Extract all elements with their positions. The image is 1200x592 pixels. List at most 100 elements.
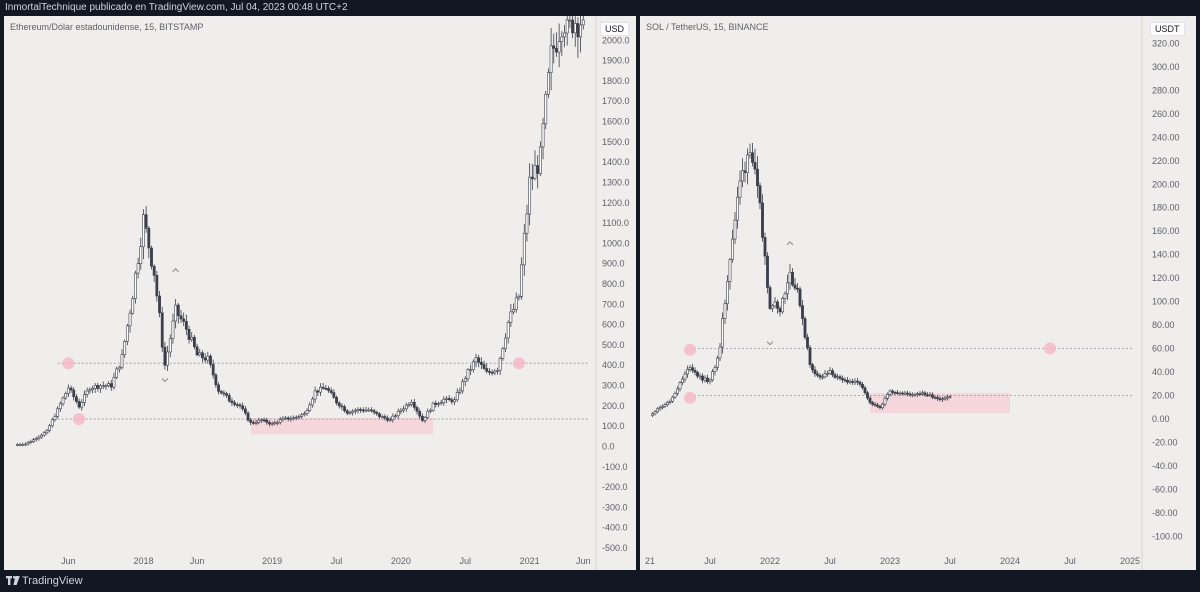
eth-candle[interactable] xyxy=(96,382,100,392)
sol-candle[interactable] xyxy=(773,296,777,309)
sol-candle[interactable] xyxy=(711,369,714,382)
eth-candle[interactable] xyxy=(211,359,215,379)
eth-candle[interactable] xyxy=(42,431,46,437)
eth-unit-badge[interactable]: USD xyxy=(600,22,630,36)
eth-candle[interactable] xyxy=(243,405,247,416)
eth-candle[interactable] xyxy=(176,302,180,324)
eth-candle[interactable] xyxy=(423,415,427,424)
eth-candle[interactable] xyxy=(227,392,231,403)
eth-candle[interactable] xyxy=(493,368,497,376)
eth-candle[interactable] xyxy=(182,312,186,327)
eth-candle[interactable] xyxy=(412,398,416,411)
sol-candle[interactable] xyxy=(921,390,924,396)
eth-candle[interactable] xyxy=(426,408,430,420)
eth-candle[interactable] xyxy=(332,389,336,399)
eth-candle[interactable] xyxy=(563,24,566,48)
eth-candle[interactable] xyxy=(407,402,411,408)
sol-candle[interactable] xyxy=(686,365,689,378)
eth-candle[interactable] xyxy=(217,382,220,395)
eth-candle[interactable] xyxy=(276,420,279,426)
sol-candle[interactable] xyxy=(813,366,817,377)
eth-candle[interactable] xyxy=(190,332,194,342)
sol-candle[interactable] xyxy=(901,391,904,395)
eth-highlight-circle[interactable] xyxy=(73,413,86,426)
sol-candle[interactable] xyxy=(673,391,677,400)
sol-candle[interactable] xyxy=(663,402,667,409)
eth-candle[interactable] xyxy=(353,408,357,415)
eth-candle[interactable] xyxy=(461,378,464,394)
eth-candle[interactable] xyxy=(474,353,478,368)
eth-candle[interactable] xyxy=(297,414,301,420)
sol-candle[interactable] xyxy=(706,374,709,384)
eth-candle[interactable] xyxy=(520,257,523,300)
sol-candle[interactable] xyxy=(693,367,697,376)
sol-candle[interactable] xyxy=(871,400,874,407)
sol-candle[interactable] xyxy=(811,362,814,373)
eth-candle[interactable] xyxy=(83,390,86,407)
sol-candle[interactable] xyxy=(891,389,894,396)
eth-candle[interactable] xyxy=(364,406,368,413)
eth-candle[interactable] xyxy=(367,407,371,413)
sol-candle[interactable] xyxy=(763,232,767,265)
eth-candle[interactable] xyxy=(429,408,432,414)
sol-candle[interactable] xyxy=(801,299,804,326)
sol-candle[interactable] xyxy=(808,345,812,368)
eth-candle[interactable] xyxy=(356,407,360,414)
eth-candle[interactable] xyxy=(372,408,376,415)
eth-candle[interactable] xyxy=(410,399,414,407)
eth-candle[interactable] xyxy=(123,339,127,358)
eth-candle[interactable] xyxy=(308,402,312,413)
eth-candle[interactable] xyxy=(348,410,352,415)
eth-candle[interactable] xyxy=(343,404,346,413)
eth-candle[interactable] xyxy=(305,408,309,416)
eth-candle[interactable] xyxy=(163,341,167,370)
eth-candle[interactable] xyxy=(29,439,33,445)
sol-candle[interactable] xyxy=(806,333,809,351)
eth-candle[interactable] xyxy=(571,16,574,39)
sol-candle[interactable] xyxy=(898,391,902,396)
eth-candle[interactable] xyxy=(434,400,438,408)
sol-candle[interactable] xyxy=(918,391,922,397)
eth-candle[interactable] xyxy=(158,290,161,318)
sol-candle[interactable] xyxy=(943,395,947,401)
sol-candle[interactable] xyxy=(831,368,834,378)
eth-candle[interactable] xyxy=(131,295,135,315)
eth-candle[interactable] xyxy=(278,416,282,425)
eth-candle[interactable] xyxy=(512,303,515,315)
eth-candle[interactable] xyxy=(445,396,448,404)
eth-candle[interactable] xyxy=(168,334,172,358)
sol-candle[interactable] xyxy=(726,275,729,311)
sol-candle[interactable] xyxy=(816,370,819,378)
eth-candle[interactable] xyxy=(504,333,507,352)
sol-candle[interactable] xyxy=(716,355,719,371)
eth-candle[interactable] xyxy=(498,356,502,375)
sol-candle[interactable] xyxy=(756,156,759,198)
eth-candle[interactable] xyxy=(300,412,304,420)
sol-candle[interactable] xyxy=(696,370,699,379)
eth-candle[interactable] xyxy=(573,16,577,47)
eth-candle[interactable] xyxy=(313,386,317,404)
sol-candle[interactable] xyxy=(868,395,872,405)
eth-candle[interactable] xyxy=(509,303,513,327)
eth-candle[interactable] xyxy=(538,141,542,176)
eth-candle[interactable] xyxy=(560,31,564,56)
eth-candle[interactable] xyxy=(273,420,277,426)
eth-candle[interactable] xyxy=(351,409,355,416)
eth-candle[interactable] xyxy=(225,391,228,399)
eth-candle[interactable] xyxy=(437,401,440,408)
sol-candle[interactable] xyxy=(908,391,912,397)
eth-candle[interactable] xyxy=(75,394,78,404)
eth-candle[interactable] xyxy=(125,323,129,346)
sol-candle[interactable] xyxy=(751,143,754,167)
eth-candle[interactable] xyxy=(260,418,263,423)
eth-candle[interactable] xyxy=(139,237,143,270)
eth-candle[interactable] xyxy=(388,416,392,422)
eth-candle[interactable] xyxy=(399,407,403,415)
sol-candle[interactable] xyxy=(878,404,882,410)
eth-candle[interactable] xyxy=(40,433,43,439)
eth-candle[interactable] xyxy=(415,405,419,415)
sol-candle[interactable] xyxy=(853,378,857,386)
sol-candle[interactable] xyxy=(863,385,867,395)
sol-unit-badge[interactable]: USDT xyxy=(1150,22,1185,36)
eth-candle[interactable] xyxy=(203,353,207,363)
